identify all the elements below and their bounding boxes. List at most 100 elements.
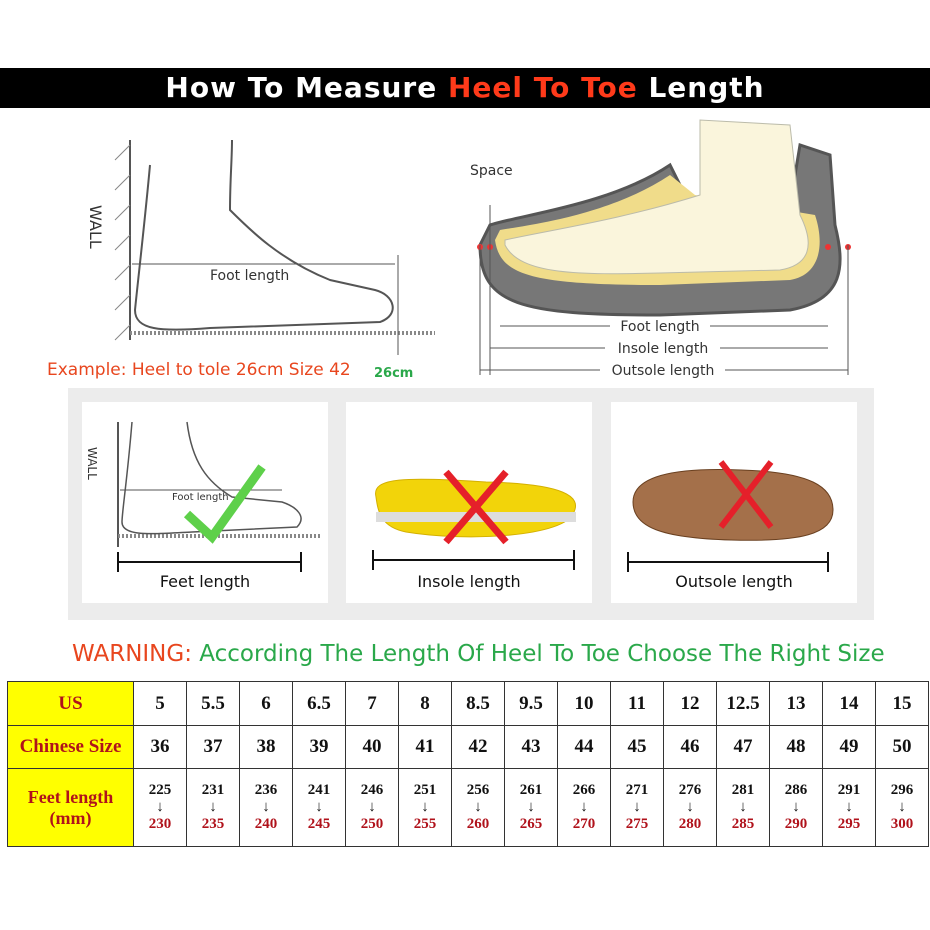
- arrow-down-icon: ↓: [421, 799, 429, 815]
- feet-length-cell: 276 ↓ 280: [663, 768, 717, 847]
- chinese-size-cell: 45: [610, 725, 664, 769]
- feet-length-min: 271: [625, 782, 649, 798]
- arrow-down-icon: ↓: [209, 799, 217, 815]
- feet-length-min: 225: [148, 782, 172, 798]
- shoe-cross-section-diagram: Foot length Insole length Outsole length…: [470, 119, 851, 379]
- feet-length-min: 281: [731, 782, 755, 798]
- feet-length-min: 256: [466, 782, 490, 798]
- row-header-chinese: Chinese Size: [7, 725, 134, 769]
- feet-length-max: 255: [413, 816, 437, 832]
- foot-length-dimension: Foot length: [620, 319, 699, 335]
- foot-wall-diagram: WALL Foot length: [86, 139, 435, 355]
- feet-length-cell: 231 ↓ 235: [186, 768, 240, 847]
- arrow-down-icon: ↓: [792, 799, 800, 815]
- chinese-size-cell: 40: [345, 725, 399, 769]
- arrow-down-icon: ↓: [633, 799, 641, 815]
- feet-length-max: 235: [201, 816, 225, 832]
- feet-length-max: 230: [148, 816, 172, 832]
- chinese-size-cell: 47: [716, 725, 770, 769]
- feet-length-min: 261: [519, 782, 543, 798]
- outsole-length-dimension: Outsole length: [612, 363, 715, 379]
- arrow-down-icon: ↓: [262, 799, 270, 815]
- check-icon: [183, 464, 266, 544]
- feet-length-cell: 251 ↓ 255: [398, 768, 452, 847]
- warning-line: WARNING: According The Length Of Heel To…: [72, 641, 885, 667]
- feet-length-max: 295: [837, 816, 861, 832]
- us-size-cell: 10: [557, 681, 611, 726]
- feet-length-max: 265: [519, 816, 543, 832]
- feet-length-max: 260: [466, 816, 490, 832]
- foot-measure-image: WALL Foot length: [85, 421, 322, 547]
- feet-length-cell: 261 ↓ 265: [504, 768, 558, 847]
- feet-length-min: 246: [360, 782, 384, 798]
- feet-length-max: 250: [360, 816, 384, 832]
- us-size-cell: 6.5: [292, 681, 346, 726]
- card-caption: Outsole length: [675, 572, 793, 591]
- chinese-size-cell: 38: [239, 725, 293, 769]
- feet-length-cell: 236 ↓ 240: [239, 768, 293, 847]
- us-size-cell: 5.5: [186, 681, 240, 726]
- feet-length-min: 231: [201, 782, 225, 798]
- feet-length-cell: 296 ↓ 300: [875, 768, 929, 847]
- chinese-size-cell: 43: [504, 725, 558, 769]
- arrow-down-icon: ↓: [156, 799, 164, 815]
- us-size-cell: 12.5: [716, 681, 770, 726]
- feet-length-max: 290: [784, 816, 808, 832]
- us-size-cell: 15: [875, 681, 929, 726]
- arrow-down-icon: ↓: [845, 799, 853, 815]
- feet-length-min: 241: [307, 782, 331, 798]
- feet-length-max: 270: [572, 816, 596, 832]
- us-size-cell: 14: [822, 681, 876, 726]
- wall-label: WALL: [86, 205, 105, 249]
- foot-length-label: Foot length: [210, 268, 289, 284]
- chinese-size-cell: 46: [663, 725, 717, 769]
- us-size-cell: 7: [345, 681, 399, 726]
- card-outsole-length: Outsole length: [611, 402, 857, 603]
- space-label: Space: [470, 163, 513, 179]
- chinese-size-cell: 50: [875, 725, 929, 769]
- us-size-cell: 12: [663, 681, 717, 726]
- cross-icon: [443, 469, 509, 545]
- cross-icon: [718, 460, 774, 529]
- feet-length-max: 240: [254, 816, 278, 832]
- arrow-down-icon: ↓: [898, 799, 906, 815]
- feet-length-max: 280: [678, 816, 702, 832]
- arrow-down-icon: ↓: [580, 799, 588, 815]
- chinese-size-cell: 37: [186, 725, 240, 769]
- feet-length-cell: 291 ↓ 295: [822, 768, 876, 847]
- us-size-cell: 8.5: [451, 681, 505, 726]
- arrow-down-icon: ↓: [739, 799, 747, 815]
- feet-length-max: 300: [890, 816, 914, 832]
- feet-length-cell: 271 ↓ 275: [610, 768, 664, 847]
- us-size-cell: 8: [398, 681, 452, 726]
- outsole-image: [632, 460, 834, 541]
- measure-bars: [117, 550, 829, 572]
- measure-label: 26cm: [374, 366, 414, 381]
- chinese-size-cell: 42: [451, 725, 505, 769]
- feet-length-cell: 286 ↓ 290: [769, 768, 823, 847]
- chinese-size-cell: 36: [133, 725, 187, 769]
- feet-length-min: 296: [890, 782, 914, 798]
- row-header-us: US: [7, 681, 134, 726]
- feet-length-max: 285: [731, 816, 755, 832]
- us-size-cell: 13: [769, 681, 823, 726]
- chinese-size-cell: 39: [292, 725, 346, 769]
- card-caption: Insole length: [417, 572, 521, 591]
- us-size-cell: 9.5: [504, 681, 558, 726]
- insole-length-dimension: Insole length: [618, 341, 708, 357]
- feet-length-min: 251: [413, 782, 437, 798]
- chinese-size-cell: 49: [822, 725, 876, 769]
- chinese-size-cell: 48: [769, 725, 823, 769]
- arrow-down-icon: ↓: [474, 799, 482, 815]
- row-header-feet-length: Feet length (mm): [7, 768, 134, 847]
- feet-length-max: 275: [625, 816, 649, 832]
- feet-length-cell: 241 ↓ 245: [292, 768, 346, 847]
- feet-length-cell: 225 ↓ 230: [133, 768, 187, 847]
- feet-length-cell: 281 ↓ 285: [716, 768, 770, 847]
- card-insole-length: Insole length: [346, 402, 592, 603]
- us-size-cell: 5: [133, 681, 187, 726]
- feet-length-cell: 256 ↓ 260: [451, 768, 505, 847]
- feet-length-cell: 266 ↓ 270: [557, 768, 611, 847]
- feet-length-min: 276: [678, 782, 702, 798]
- page-title: How To Measure Heel To Toe Length: [0, 68, 930, 108]
